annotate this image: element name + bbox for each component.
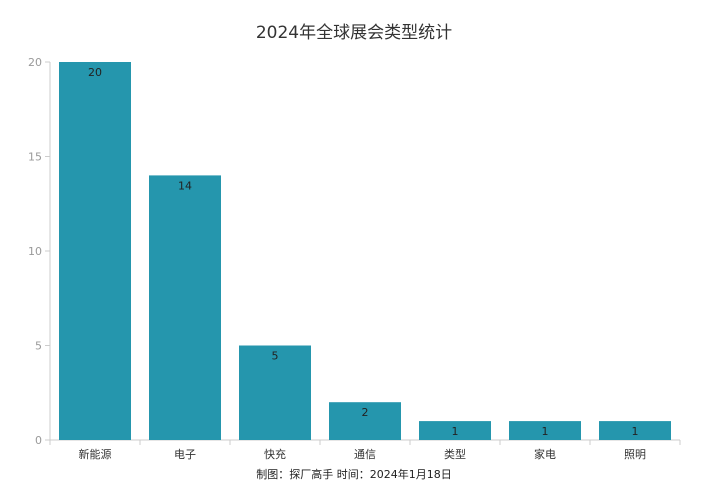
y-tick-label: 10 <box>28 245 42 258</box>
x-tick-label: 照明 <box>624 448 646 461</box>
x-tick-label: 新能源 <box>79 447 112 461</box>
x-tick-label: 快充 <box>264 447 286 461</box>
x-tick-label: 类型 <box>444 447 466 461</box>
bar-value-label: 2 <box>362 406 369 419</box>
x-tick-label: 家电 <box>534 447 556 461</box>
chart-footnote: 制图：探厂高手 时间：2024年1月18日 <box>256 467 452 481</box>
bar-2 <box>149 175 221 440</box>
bar-6 <box>509 421 581 440</box>
y-tick-label: 15 <box>28 151 42 164</box>
bar-value-label: 1 <box>452 425 459 438</box>
y-tick-label: 20 <box>28 56 42 69</box>
bars-group <box>59 62 671 440</box>
y-tick-label: 5 <box>35 340 42 353</box>
bar-value-label: 1 <box>632 425 639 438</box>
bar-5 <box>419 421 491 440</box>
bar-value-label: 5 <box>272 350 279 363</box>
y-tick-label: 0 <box>35 434 42 447</box>
bar-value-label: 20 <box>88 66 102 79</box>
bar-3 <box>239 345 311 440</box>
x-tick-label: 通信 <box>354 448 376 461</box>
bar-1 <box>59 62 131 440</box>
bar-7 <box>599 421 671 440</box>
bar-value-label: 14 <box>178 179 192 192</box>
labels-group: 20 新能源 14 电子 5 快充 2 通信 1 类型 1 家电 1 照明 <box>79 66 647 461</box>
x-tick-label: 电子 <box>174 448 196 461</box>
bar-4 <box>329 402 401 440</box>
bar-value-label: 1 <box>542 425 549 438</box>
chart-title: 2024年全球展会类型统计 <box>256 23 452 43</box>
